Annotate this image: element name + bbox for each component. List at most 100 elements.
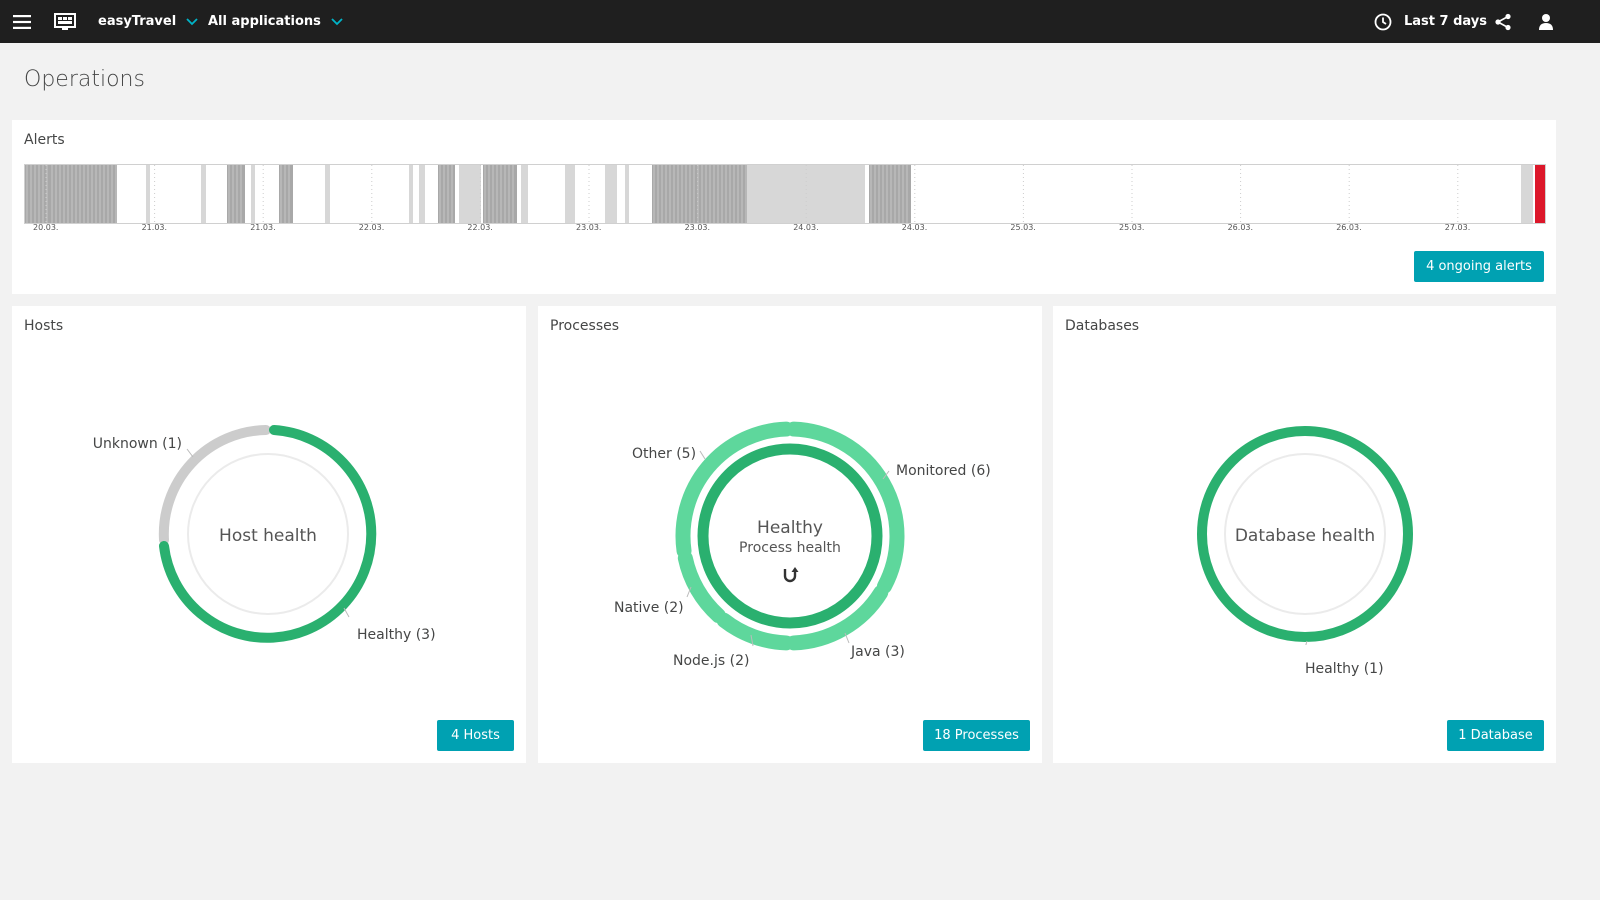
alert-band[interactable] (409, 165, 413, 223)
host-segment-healthy[interactable] (159, 425, 377, 643)
alert-date-label: 23.03. (576, 223, 602, 232)
alert-band[interactable] (625, 165, 629, 223)
process-health-donut[interactable] (673, 419, 907, 653)
alert-date-label: 24.03. (793, 223, 819, 232)
databases-card: Databases Database health Healthy (1) 1 … (1053, 306, 1556, 763)
host-donut-inner-ring (187, 453, 349, 615)
processes-card: Processes Healthy Process health Monitor… (538, 306, 1042, 763)
leader-line (686, 586, 692, 598)
process-segment-monitored[interactable] (786, 421, 905, 594)
leader-line (882, 470, 890, 480)
database-health-donut[interactable] (1194, 423, 1416, 645)
alert-date-label: 27.03. (1444, 223, 1471, 232)
process-monitored-label: Monitored (6) (896, 463, 991, 479)
process-segment-java[interactable] (786, 585, 889, 651)
process-java-label: Java (3) (851, 644, 905, 660)
alert-band[interactable] (1521, 165, 1533, 223)
timeframe-selector[interactable]: Last 7 days (1374, 0, 1487, 43)
user-icon (1539, 13, 1553, 30)
alerts-card: Alerts 20.03. 21.03. 21.03. 22.03. 22.03. 23.… (12, 120, 1556, 294)
database-healthy-label: Healthy (1) (1305, 661, 1384, 677)
process-segment-nodejs[interactable] (716, 612, 794, 651)
process-nodejs-label: Node.js (2) (673, 653, 750, 669)
ongoing-alerts-button[interactable]: 4 ongoing alerts (1414, 251, 1544, 282)
top-bar: easyTravel All applications Last 7 days (0, 0, 1600, 43)
process-other-label: Other (5) (632, 446, 697, 462)
leader-line (343, 607, 350, 618)
host-segment-unknown[interactable] (158, 425, 271, 545)
app-selector[interactable]: easyTravel (98, 0, 198, 43)
alerts-title: Alerts (24, 132, 65, 148)
share-icon (1495, 13, 1511, 30)
hosts-title: Hosts (24, 318, 64, 334)
share-button[interactable] (1494, 0, 1512, 43)
host-healthy-label: Healthy (3) (357, 627, 436, 643)
user-button[interactable] (1538, 0, 1554, 43)
page-title: Operations (24, 67, 145, 92)
alert-date-label: 20.03. (33, 223, 59, 232)
alert-date-label: 22.03. (358, 223, 385, 232)
dashboard-button[interactable] (54, 0, 76, 43)
host-health-label: Host health (219, 526, 317, 546)
alert-band[interactable] (419, 165, 425, 223)
alert-date-label: 22.03. (467, 223, 493, 232)
processes-button[interactable]: 18 Processes (923, 720, 1030, 751)
alert-band[interactable] (605, 165, 617, 223)
process-native-label: Native (2) (614, 600, 684, 616)
menu-icon (13, 14, 31, 29)
alert-date-label: 26.03. (1336, 223, 1362, 232)
app-name: easyTravel (98, 14, 177, 29)
leader-line (844, 632, 850, 644)
alert-date-label: 23.03. (684, 223, 711, 232)
clock-icon (1374, 13, 1392, 30)
alert-band[interactable] (438, 165, 455, 223)
alerts-timeline[interactable] (24, 164, 1546, 224)
hosts-card: Hosts Host health Unknown (1) Healthy (3… (12, 306, 526, 763)
alert-band[interactable] (325, 165, 330, 223)
dashboard-icon (54, 12, 76, 30)
leader-line (186, 448, 194, 458)
alert-band[interactable] (50, 165, 117, 223)
alert-date-label: 25.03. (1010, 223, 1036, 232)
alert-band[interactable] (201, 165, 206, 223)
alert-band[interactable] (1535, 165, 1546, 223)
applications-filter[interactable]: All applications (208, 0, 343, 43)
process-health-ring (697, 443, 883, 629)
alert-date-label: 25.03. (1119, 223, 1145, 232)
alert-band[interactable] (251, 165, 255, 223)
alert-band[interactable] (146, 165, 150, 223)
leader-line (1305, 640, 1308, 645)
alert-band[interactable] (565, 165, 575, 223)
hosts-button[interactable]: 4 Hosts (437, 720, 514, 751)
leader-line (699, 450, 706, 460)
chevron-down-icon (331, 17, 343, 25)
host-unknown-label: Unknown (1) (92, 436, 182, 452)
menu-button[interactable] (13, 0, 31, 43)
databases-title: Databases (1065, 318, 1140, 334)
alert-band[interactable] (459, 165, 481, 223)
alert-band[interactable] (227, 165, 245, 223)
alert-band[interactable] (521, 165, 528, 223)
alert-date-label: 26.03. (1227, 223, 1254, 232)
refresh-icon[interactable] (781, 565, 799, 584)
alert-date-label: 24.03. (901, 223, 928, 232)
process-segment-other[interactable] (675, 421, 794, 559)
alerts-timeline-chart (25, 165, 1546, 223)
alert-date-label: 21.03. (250, 223, 276, 232)
alert-band[interactable] (483, 165, 517, 223)
processes-title: Processes (550, 318, 620, 334)
process-segment-native[interactable] (677, 550, 726, 624)
chevron-down-icon (186, 17, 198, 25)
alert-date-label: 21.03. (141, 223, 168, 232)
database-segment-healthy[interactable] (1197, 426, 1413, 642)
process-health-status: Healthy (757, 518, 823, 538)
alert-band[interactable] (279, 165, 293, 223)
host-health-donut[interactable] (157, 423, 379, 645)
leader-line (750, 634, 754, 647)
database-donut-inner-ring (1224, 453, 1386, 615)
databases-button[interactable]: 1 Database (1447, 720, 1544, 751)
process-health-label: Process health (739, 540, 841, 556)
applications-filter-label: All applications (208, 14, 321, 29)
alert-band[interactable] (869, 165, 911, 223)
alert-band[interactable] (652, 165, 747, 223)
